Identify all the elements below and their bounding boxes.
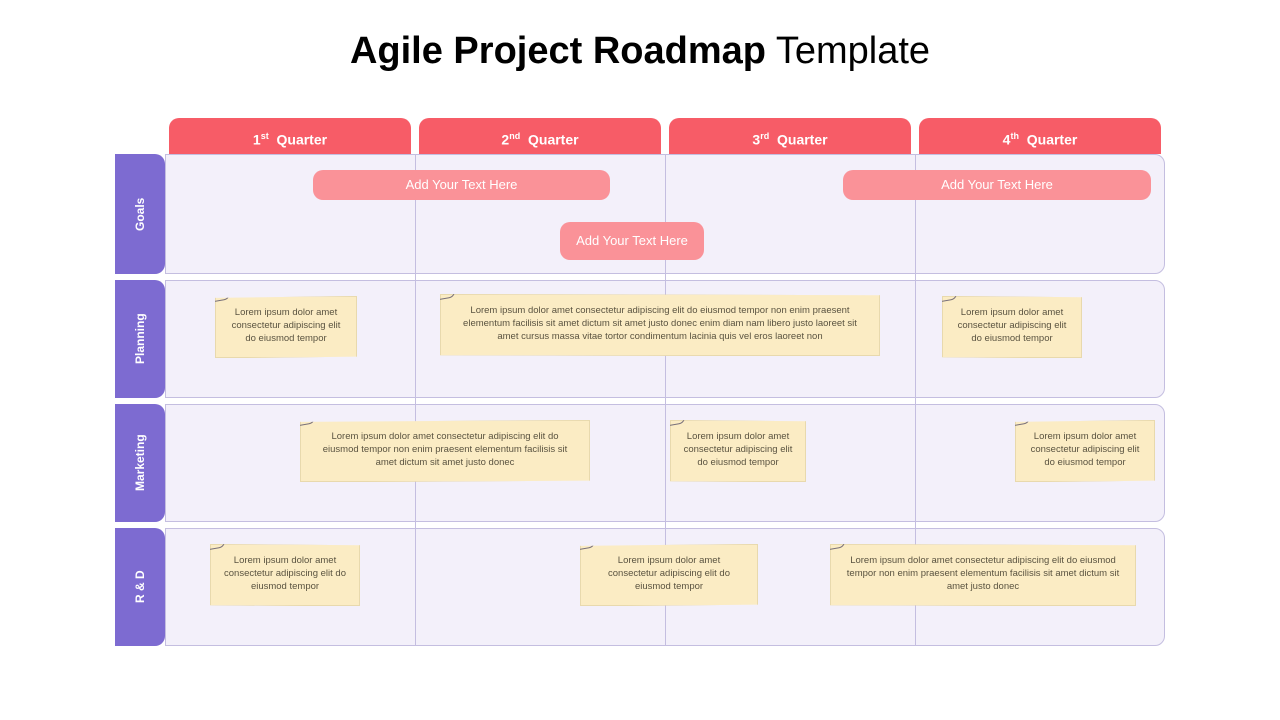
row-label-marketing: Marketing: [115, 404, 165, 522]
note-rnd-2[interactable]: Lorem ipsum dolor amet consectetur adipi…: [830, 544, 1136, 606]
note-marketing-2[interactable]: Lorem ipsum dolor amet consectetur adipi…: [1015, 420, 1155, 482]
note-marketing-1[interactable]: Lorem ipsum dolor amet consectetur adipi…: [670, 420, 806, 482]
quarter-header-2: 2nd Quarter: [419, 118, 661, 154]
note-planning-0[interactable]: Lorem ipsum dolor amet consectetur adipi…: [215, 296, 357, 358]
title-bold: Agile Project Roadmap: [350, 30, 766, 72]
goal-pill-2[interactable]: Add Your Text Here: [560, 222, 704, 260]
grid-vline-0: [415, 154, 416, 646]
quarter-header-1: 1st Quarter: [169, 118, 411, 154]
page-title: Agile Project Roadmap Template: [0, 30, 1280, 73]
note-planning-1[interactable]: Lorem ipsum dolor amet consectetur adipi…: [440, 294, 880, 356]
row-label-r-d: R & D: [115, 528, 165, 646]
row-label-goals: Goals: [115, 154, 165, 274]
note-planning-2[interactable]: Lorem ipsum dolor amet consectetur adipi…: [942, 296, 1082, 358]
note-marketing-0[interactable]: Lorem ipsum dolor amet consectetur adipi…: [300, 420, 590, 482]
goal-pill-0[interactable]: Add Your Text Here: [313, 170, 610, 200]
note-rnd-1[interactable]: Lorem ipsum dolor amet consectetur adipi…: [580, 544, 758, 606]
goal-pill-1[interactable]: Add Your Text Here: [843, 170, 1151, 200]
quarter-header-3: 3rd Quarter: [669, 118, 911, 154]
quarter-header-4: 4th Quarter: [919, 118, 1161, 154]
title-light: Template: [766, 30, 930, 72]
note-rnd-0[interactable]: Lorem ipsum dolor amet consectetur adipi…: [210, 544, 360, 606]
row-label-planning: Planning: [115, 280, 165, 398]
